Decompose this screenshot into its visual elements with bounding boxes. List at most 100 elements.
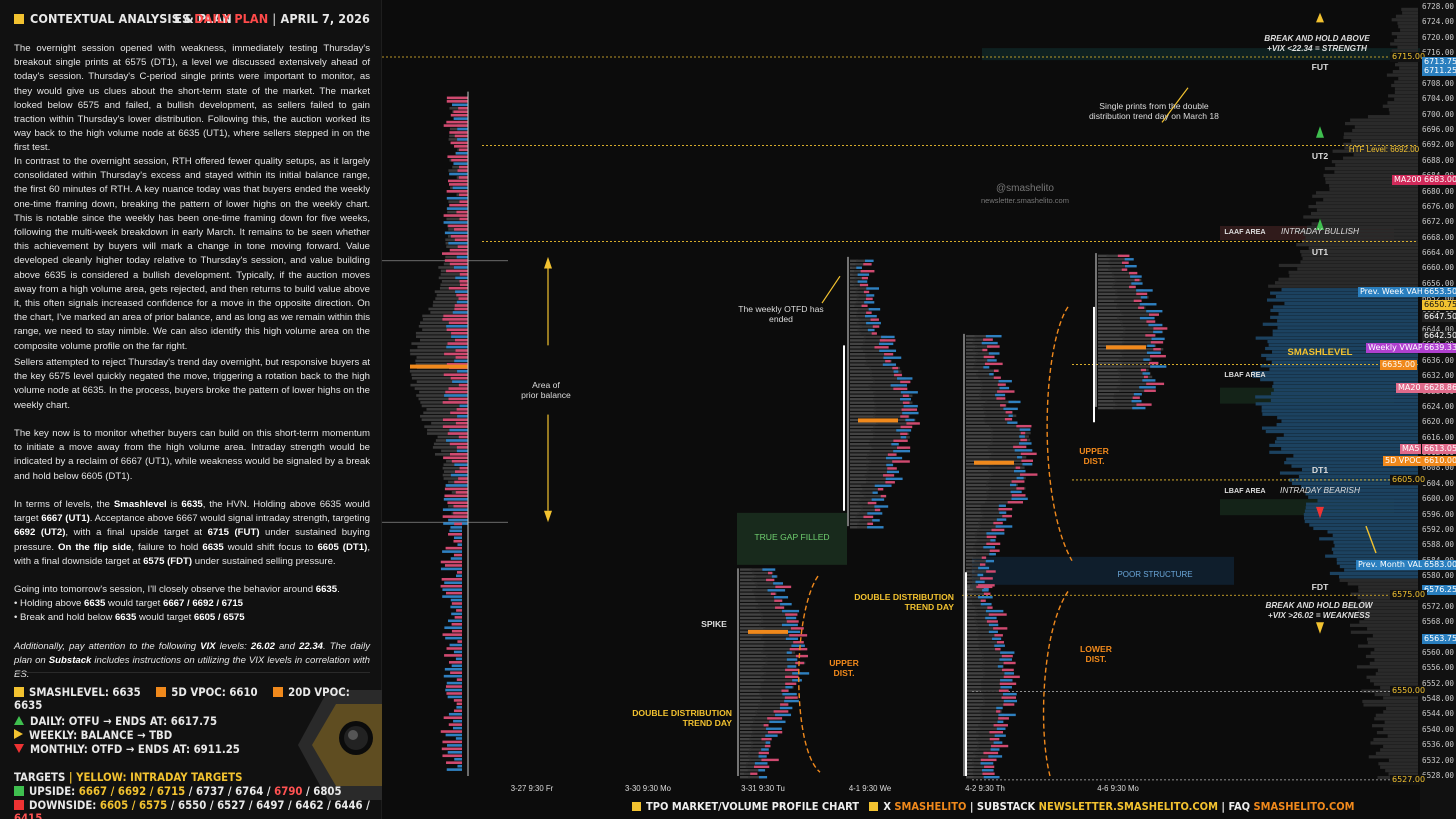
y-axis-tick: 6668.00 bbox=[1422, 232, 1455, 242]
y-axis-tick: 6680.00 bbox=[1422, 186, 1455, 196]
paragraph-7: Additionally, pay attention to the follo… bbox=[14, 641, 370, 681]
left-profile-color-bar bbox=[446, 328, 468, 332]
left-profile-color-bar bbox=[448, 723, 462, 726]
footer-faq-link[interactable]: SMASHELITO.COM bbox=[1253, 800, 1355, 813]
htf-level-label: HTF Level: 6692.00 bbox=[1348, 145, 1420, 154]
wed-4-1-delta-bar bbox=[872, 519, 880, 522]
left-profile-bar bbox=[431, 421, 468, 425]
thu-4-2-delta-bar bbox=[977, 573, 984, 577]
thu-4-2-tpo-letters bbox=[966, 490, 989, 494]
footer-substack-link[interactable]: NEWSLETTER.SMASHELITO.COM bbox=[1038, 800, 1218, 813]
left-profile-bar bbox=[411, 373, 468, 377]
composite-profile-bar bbox=[1312, 194, 1418, 198]
composite-profile-bar bbox=[1278, 263, 1418, 268]
ut1-label: UT1 bbox=[1311, 247, 1329, 257]
mon-4-6-delta-bar bbox=[1136, 403, 1152, 406]
thu-lower-delta-bar bbox=[986, 620, 998, 623]
left-profile-color-bar bbox=[443, 716, 462, 720]
vpoc5-value: 5D VPOC: 6610 bbox=[171, 686, 258, 699]
composite-profile-bar bbox=[1273, 305, 1418, 309]
tue-3-31-delta-bar bbox=[762, 568, 776, 571]
tue-3-31-volume-bar bbox=[751, 727, 771, 730]
left-profile-color-bar bbox=[442, 318, 468, 321]
wed-4-1-tpo-letters bbox=[850, 460, 872, 463]
left-profile-color-bar bbox=[449, 203, 468, 207]
y-axis-tick: 6608.00 bbox=[1422, 463, 1455, 473]
left-profile-color-bar bbox=[448, 397, 468, 401]
tpo-chart[interactable] bbox=[382, 0, 1456, 819]
mon-4-6-tpo-letters bbox=[1098, 264, 1112, 268]
left-profile-color-bar bbox=[448, 321, 468, 325]
composite-profile-bar bbox=[1377, 668, 1418, 672]
triangle-right-icon bbox=[14, 729, 23, 739]
wed-4-1-delta-bar bbox=[864, 314, 877, 318]
mon-4-6-volume-bar bbox=[1118, 375, 1153, 379]
mon-4-6-volume-bar bbox=[1121, 323, 1158, 327]
thu-4-2-volume-bar bbox=[974, 362, 989, 366]
composite-profile-bar bbox=[1350, 118, 1418, 122]
composite-profile-bar bbox=[1332, 533, 1418, 537]
paragraph-1: The overnight session opened with weakne… bbox=[14, 43, 370, 154]
weekly-otfd-note: The weekly OTFD has ended bbox=[738, 304, 824, 324]
upper-dist-label-tu: UPPER DIST. bbox=[829, 658, 859, 678]
paragraph-2: In contrast to the overnight session, RT… bbox=[14, 156, 370, 352]
left-profile-color-bar bbox=[453, 266, 468, 269]
price-pill: Prev. Month VAL bbox=[1356, 559, 1425, 570]
tue-3-31-volume-bar bbox=[752, 571, 774, 575]
mon-4-6-tpo-letters bbox=[1098, 282, 1115, 285]
wed-4-1-volume-bar bbox=[869, 460, 900, 463]
wed-4-1-volume-bar bbox=[856, 294, 870, 297]
panel-title: CONTEXTUAL ANALYSIS & PLAN bbox=[30, 11, 232, 26]
thu-4-2-tpo-letters bbox=[966, 334, 977, 338]
wed-4-1-delta-bar bbox=[892, 460, 910, 463]
tue-3-31-delta-bar bbox=[785, 637, 799, 640]
thu-4-2-volume-bar bbox=[974, 570, 991, 573]
wed-4-1-delta-bar bbox=[872, 325, 880, 328]
mon-4-6-tpo-letters bbox=[1098, 389, 1122, 392]
dt1-down-triangle-icon bbox=[1316, 506, 1324, 519]
thu-lower-volume-bar bbox=[977, 627, 999, 630]
wed-4-1-volume-bar bbox=[865, 359, 892, 363]
thu-4-2-tpo-letters bbox=[966, 445, 990, 449]
thu-lower-volume-bar bbox=[978, 647, 1001, 651]
composite-profile-bar bbox=[1357, 596, 1418, 600]
left-profile-bar bbox=[415, 359, 468, 363]
thu-4-2-delta-bar bbox=[1016, 424, 1032, 428]
x-label-4-6: 4-6 9:30 Mo bbox=[1097, 784, 1139, 793]
thu-4-2-tpo-letters bbox=[966, 532, 977, 535]
footer-x-link[interactable]: SMASHELITO bbox=[894, 800, 967, 813]
thu-lower-delta-bar bbox=[1003, 699, 1018, 703]
thu-4-2-delta-bar bbox=[1019, 435, 1025, 438]
left-profile-color-bar bbox=[452, 186, 468, 190]
thu-lower-tpo-letters bbox=[966, 686, 984, 689]
composite-profile-bar bbox=[1390, 42, 1418, 46]
thu-4-2-delta-bar bbox=[991, 528, 1005, 532]
thu-lower-delta-bar bbox=[980, 599, 986, 602]
tue-3-31-delta-bar bbox=[765, 741, 771, 744]
left-profile-color-bar bbox=[454, 307, 468, 311]
y-axis-tick: 6688.00 bbox=[1422, 155, 1455, 165]
thu-4-2-delta-bar bbox=[1011, 497, 1028, 501]
composite-profile-bar bbox=[1260, 378, 1418, 382]
thu-lower-tpo-letters bbox=[966, 699, 986, 703]
wed-4-1-tpo-letters bbox=[850, 453, 870, 456]
x-label-4-2: 4-2 9:30 Th bbox=[965, 784, 1005, 793]
left-profile-color-bar bbox=[447, 155, 468, 159]
left-profile-color-bar bbox=[444, 259, 468, 262]
left-profile-color-bar bbox=[440, 567, 462, 571]
left-profile-color-bar bbox=[446, 681, 462, 685]
thu-lower-delta-bar bbox=[1000, 679, 1013, 682]
composite-profile-bar bbox=[1319, 537, 1418, 541]
thu-4-2-volume-bar bbox=[971, 577, 983, 580]
tue-3-31-volume-bar bbox=[751, 741, 771, 744]
left-profile-color-bar bbox=[456, 574, 462, 578]
thu-lower-tpo-letters bbox=[966, 665, 983, 668]
left-profile-bar bbox=[428, 307, 468, 311]
composite-profile-bar bbox=[1309, 523, 1418, 527]
left-profile-color-bar bbox=[442, 252, 468, 255]
mon-4-6-volume-bar bbox=[1109, 264, 1131, 268]
tue-3-31-tpo-letters bbox=[740, 713, 758, 717]
composite-profile-bar bbox=[1370, 651, 1418, 655]
wed-4-1-tpo-letters bbox=[850, 273, 855, 276]
mon-4-6-delta-bar bbox=[1144, 389, 1156, 392]
